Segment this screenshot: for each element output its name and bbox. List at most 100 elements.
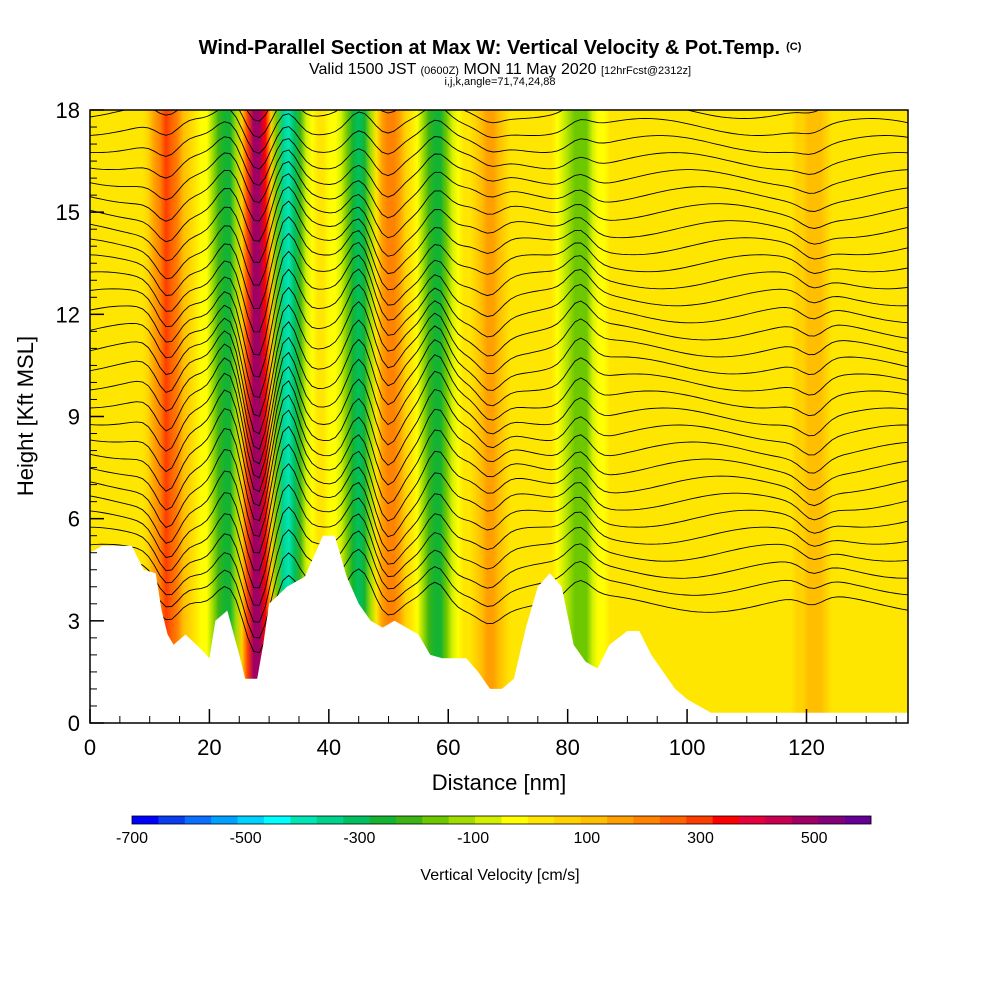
colorbar-tick-label: -500 — [230, 830, 262, 847]
isentrope-line — [90, 548, 908, 639]
terrain-mask — [90, 535, 908, 723]
colorbar-swatch — [554, 816, 581, 824]
colorbar-swatch — [739, 816, 766, 824]
x-tick-label: 40 — [317, 735, 341, 760]
colorbar-swatch — [158, 816, 186, 824]
isentrope-line — [90, 161, 908, 222]
colorbar-swatch — [659, 816, 687, 824]
isentrope-line — [90, 136, 908, 186]
valid-utc: (0600Z) — [420, 65, 459, 77]
isentrope-line — [90, 506, 908, 606]
y-tick-label: 6 — [68, 507, 80, 532]
colorbar-swatch — [211, 816, 238, 824]
valid-date: MON 11 May 2020 — [463, 61, 597, 78]
colorbar-swatch — [395, 816, 423, 824]
isentrope-line — [90, 351, 908, 465]
forecast-info: [12hrFcst@2312z] — [600, 65, 692, 77]
y-tick-label: 12 — [56, 302, 80, 327]
valid-time-line: Valid 1500 JST (0600Z) MON 11 May 2020 [… — [0, 61, 1000, 79]
isentrope-line — [90, 300, 908, 417]
isentrope-line — [90, 110, 821, 139]
x-tick-label: 60 — [436, 735, 460, 760]
y-tick-label: 9 — [68, 405, 80, 430]
colorbar-tick-label: -100 — [457, 830, 489, 847]
isentrope-line — [90, 394, 908, 507]
isentrope-line — [90, 38, 908, 85]
colorbar-swatch — [501, 816, 529, 824]
colorbar-swatch — [527, 816, 555, 824]
isentrope-line — [90, 232, 908, 333]
isentrope-line — [90, 268, 908, 378]
isentrope-line — [90, 173, 908, 243]
x-axis-label: Distance [nm] — [432, 770, 567, 795]
x-axis: 0 20 40 60 80 100 120 — [84, 709, 897, 760]
colorbar-title: Vertical Velocity [cm/s] — [420, 867, 579, 884]
colorbar-swatch — [686, 816, 713, 824]
colorbar-swatch — [475, 816, 502, 824]
x-tick-label: 80 — [555, 735, 579, 760]
isentrope-line — [90, 425, 908, 537]
isentrope-line — [90, 380, 908, 493]
isentrope-line — [90, 186, 908, 263]
isentrope-line — [90, 119, 908, 170]
colorbar-swatch — [237, 816, 265, 824]
y-tick-label: 18 — [56, 98, 80, 123]
isentrope-line — [90, 443, 908, 554]
isentrope-line — [90, 409, 908, 522]
x-tick-label: 20 — [197, 735, 221, 760]
colorbar: -700 -500 -300 -100 100 300 500 — [116, 815, 872, 847]
colorbar-swatch — [607, 816, 634, 824]
isentrope-line — [90, 110, 908, 154]
y-tick-label: 15 — [56, 200, 80, 225]
colorbar-swatch — [343, 816, 370, 824]
colorbar-swatch — [765, 816, 793, 824]
isentrope-line — [90, 200, 908, 286]
colorbar-swatch — [263, 816, 291, 824]
colorbar-swatch — [290, 816, 318, 824]
colorbar-swatch — [184, 816, 212, 824]
colorbar-swatch — [791, 816, 819, 824]
colorbar-tick-label: 300 — [687, 830, 714, 847]
isentrope-line — [90, 149, 908, 204]
isentrope-line — [90, 568, 908, 654]
copyright-mark: (C) — [786, 41, 802, 53]
isentrope-line — [90, 250, 908, 356]
x-tick-label: 120 — [788, 735, 825, 760]
colorbar-tick-label: -700 — [116, 830, 148, 847]
isentrope-line — [90, 319, 908, 435]
grid-indices: i,j,k,angle=71,74,24,88 — [444, 76, 556, 88]
colorbar-swatch — [132, 816, 159, 824]
colorbar-frame — [131, 815, 872, 825]
colorbar-tick-label: -300 — [343, 830, 375, 847]
colorbar-swatch — [580, 816, 608, 824]
y-axis: 0 3 6 9 12 15 18 — [56, 98, 104, 736]
isentrope-line — [90, 283, 908, 399]
isentrope-line — [90, 336, 908, 450]
chart-title: Wind-Parallel Section at Max W: Vertical… — [0, 37, 1000, 60]
colorbar-tick-label: 500 — [801, 830, 828, 847]
colorbar-swatch — [448, 816, 476, 824]
potential-temperature-contours — [90, 22, 908, 654]
chart-title-text: Wind-Parallel Section at Max W: Vertical… — [198, 37, 781, 59]
colorbar-swatch — [369, 816, 397, 824]
isentrope-line — [90, 56, 908, 104]
colorbar-swatch — [844, 816, 872, 824]
isentrope-line — [90, 529, 908, 623]
isentrope-line — [90, 216, 908, 309]
colorbar-swatch — [422, 816, 450, 824]
y-axis-label: Height [Kft MSL] — [13, 336, 38, 496]
isentrope-line — [90, 484, 908, 589]
colorbar-swatch — [316, 816, 344, 824]
colorbar-swatch — [633, 816, 661, 824]
isentrope-line — [90, 463, 908, 571]
y-tick-label: 3 — [68, 609, 80, 634]
isentrope-line — [90, 365, 908, 479]
isentrope-line — [90, 22, 908, 66]
colorbar-tick-label: 100 — [573, 830, 600, 847]
plot-area — [90, 22, 908, 723]
x-tick-label: 0 — [84, 735, 96, 760]
x-tick-label: 100 — [669, 735, 706, 760]
colorbar-swatch — [712, 816, 740, 824]
colorbar-swatch — [818, 816, 845, 824]
